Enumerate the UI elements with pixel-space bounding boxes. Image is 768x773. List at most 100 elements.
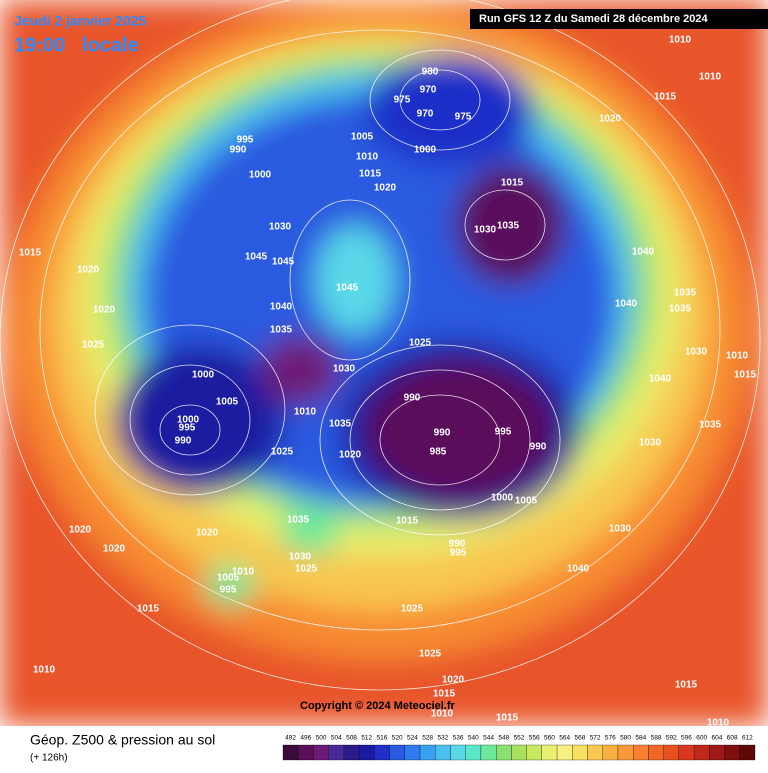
isobars — [0, 0, 760, 690]
colorbar-label: 520 — [392, 735, 403, 742]
isobar-label: 1020 — [374, 183, 397, 194]
isobar-label: 1035 — [329, 419, 352, 430]
colorbar: 492 496 500 504 508 512 516 520 524 528 532 536 540 5… — [282, 735, 756, 761]
isobar-label: 1025 — [409, 338, 432, 349]
colorbar-label: 512 — [361, 735, 372, 742]
colorbar-swatch — [572, 744, 588, 761]
isobar-label: 990 — [404, 393, 421, 404]
isobar-label: 1035 — [699, 420, 722, 431]
isobar-label: 1035 — [497, 221, 520, 232]
isobar-label: 975 — [455, 112, 472, 123]
isobar-label: 1010 — [232, 567, 255, 578]
isobar-label: 1015 — [359, 169, 382, 180]
colorbar-swatch — [541, 744, 558, 761]
isobar-label: 1015 — [496, 713, 519, 724]
isobar-label: 1035 — [674, 288, 697, 299]
colorbar-label: 612 — [742, 735, 753, 742]
footer-title: Géop. Z500 & pression au sol — [30, 732, 215, 748]
colorbar-label: 588 — [651, 735, 662, 742]
colorbar-label: 500 — [316, 735, 327, 742]
isobar-label: 1020 — [77, 265, 100, 276]
colorbar-label: 496 — [300, 735, 311, 742]
isobar-label: 1015 — [734, 370, 757, 381]
colorbar-swatch — [343, 744, 360, 761]
isobar-label: 1005 — [217, 573, 240, 584]
isobar-label: 1040 — [632, 247, 655, 258]
isobar-label: 1000 — [192, 370, 215, 381]
isobar-label: 1040 — [270, 302, 293, 313]
colorbar-swatch — [633, 744, 649, 761]
colorbar-label: 516 — [377, 735, 388, 742]
colorbar-label: 536 — [453, 735, 464, 742]
isobar-label: 1020 — [103, 544, 126, 555]
colorbar-swatch — [404, 744, 421, 761]
isobar-label: 995 — [495, 427, 512, 438]
isobar-label: 1035 — [287, 515, 310, 526]
colorbar-swatch — [435, 744, 451, 761]
isobar-label: 1015 — [19, 248, 42, 259]
isobar-label: 1030 — [609, 524, 632, 535]
isobar-label: 1005 — [351, 132, 374, 143]
colorbar-label: 540 — [468, 735, 479, 742]
colorbar-label: 492 — [285, 735, 296, 742]
run-banner — [470, 9, 768, 29]
isobar-label: 1010 — [356, 152, 379, 163]
isobar-label: 1025 — [295, 564, 318, 575]
colorbar-label: 552 — [514, 735, 525, 742]
isobar-label: 1025 — [419, 649, 442, 660]
colorbar-swatch — [419, 744, 436, 761]
colorbar-swatch — [298, 744, 314, 761]
isobar-label: 1005 — [216, 397, 239, 408]
isobar-label: 1040 — [649, 374, 672, 385]
isobar-label: 1000 — [249, 170, 272, 181]
colorbar-label: 508 — [346, 735, 357, 742]
colorbar-label: 592 — [666, 735, 677, 742]
colorbar-swatch — [648, 744, 664, 761]
isobar-label: 995 — [237, 135, 254, 146]
colorbar-label: 584 — [635, 735, 646, 742]
colorbar-label: 524 — [407, 735, 418, 742]
isobar-label: 995 — [220, 585, 237, 596]
isobar-label: 1020 — [196, 528, 219, 539]
isobar-label: 1000 — [491, 493, 514, 504]
isobar-label: 1010 — [707, 718, 730, 729]
isobar-label: 1015 — [501, 178, 524, 189]
isobar-label: 1010 — [699, 72, 722, 83]
colorbar-swatch — [693, 744, 710, 761]
colorbar-swatch — [374, 744, 390, 761]
isobar-label: 1030 — [685, 347, 708, 358]
isobar-label: 1020 — [339, 450, 362, 461]
colorbar-swatch — [328, 744, 345, 761]
colorbar-label: 564 — [559, 735, 570, 742]
fields — [0, 0, 768, 726]
isobar-label: 1020 — [442, 675, 465, 686]
colorbar-label: 556 — [529, 735, 540, 742]
colorbar-swatch — [617, 744, 634, 761]
colorbar-swatch — [587, 744, 603, 761]
colorbar-swatch — [526, 744, 542, 761]
colorbar-label: 608 — [727, 735, 738, 742]
isobar-label: 990 — [175, 436, 192, 447]
isobar-label: 1000 — [177, 415, 200, 426]
colorbar-label: 600 — [696, 735, 707, 742]
colorbar-swatch — [663, 744, 680, 761]
isobar-label: 1030 — [474, 225, 497, 236]
colorbar-label: 568 — [574, 735, 585, 742]
isobar-label: 1020 — [599, 114, 622, 125]
colorbar-label: 580 — [620, 735, 631, 742]
isobar-label: 1040 — [615, 299, 638, 310]
isobar-label: 1015 — [654, 92, 677, 103]
isobar-label: 1045 — [272, 257, 295, 268]
colorbar-swatch — [556, 744, 573, 761]
isobar-label: 995 — [450, 548, 467, 559]
colorbar-swatch — [739, 744, 756, 761]
isobar-label: 1010 — [726, 351, 749, 362]
colorbar-swatch — [678, 744, 695, 761]
isobar-label: 1025 — [401, 604, 424, 615]
colorbar-swatch — [465, 744, 482, 761]
isobar-label: 1015 — [396, 516, 419, 527]
colorbar-label: 604 — [712, 735, 723, 742]
isobar-label: 1010 — [33, 665, 56, 676]
colorbar-label: 572 — [590, 735, 601, 742]
